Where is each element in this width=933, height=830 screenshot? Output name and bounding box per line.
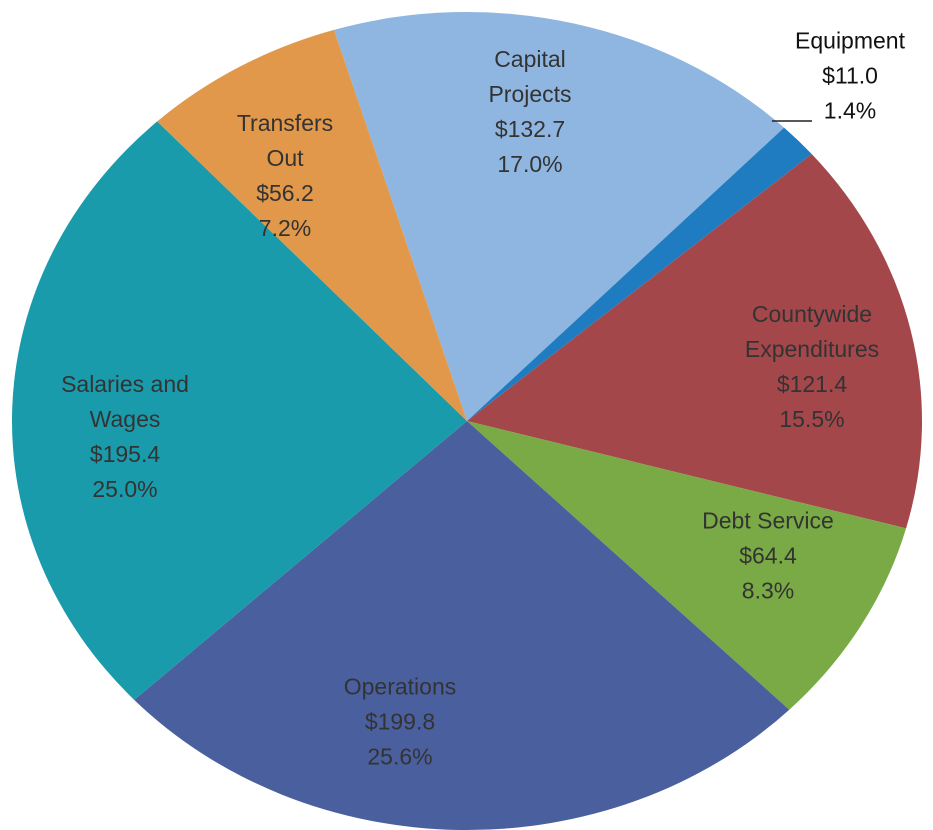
pie-slice: [467, 127, 812, 422]
percent-label: 7.2%: [258, 215, 312, 241]
slice-label: Countywide Expenditures $121.4 15.5%: [697, 297, 927, 437]
pie-slice: [11, 121, 467, 700]
percent-label: 1.4%: [823, 97, 877, 124]
value-label: $56.2: [256, 180, 314, 206]
category-label: Transfers Out: [236, 110, 334, 171]
percent-label: 25.6%: [367, 743, 433, 770]
pie-slice: [467, 154, 923, 529]
category-label: Countywide Expenditures: [744, 301, 880, 362]
pie-slice: [157, 29, 467, 421]
slice-label: Equipment $11.0 1.4%: [750, 24, 933, 129]
slice-label: Capital Projects $132.7 17.0%: [455, 42, 605, 182]
pie-slice: [333, 12, 785, 422]
value-label: $132.7: [494, 116, 566, 142]
value-label: $121.4: [776, 371, 848, 397]
slice-label: Salaries and Wages $195.4 25.0%: [25, 367, 225, 507]
category-label: Operations: [343, 673, 457, 700]
slice-label: Debt Service $64.4 8.3%: [663, 504, 873, 609]
slice-label: Operations $199.8 25.6%: [290, 670, 510, 775]
percent-label: 15.5%: [779, 406, 845, 432]
value-label: $199.8: [364, 708, 436, 735]
slice-label: Transfers Out $56.2 7.2%: [220, 106, 350, 246]
category-label: Salaries and Wages: [61, 371, 189, 432]
percent-label: 25.0%: [92, 476, 158, 502]
category-label: Debt Service: [702, 507, 834, 534]
pie-slice: [467, 421, 907, 710]
value-label: $64.4: [739, 542, 797, 569]
percent-label: 8.3%: [741, 577, 795, 604]
pie-slice: [134, 421, 790, 830]
value-label: $195.4: [89, 441, 161, 467]
percent-label: 17.0%: [497, 151, 563, 177]
value-label: $11.0: [822, 62, 878, 89]
category-label: Equipment: [795, 27, 905, 54]
category-label: Capital Projects: [488, 46, 572, 107]
